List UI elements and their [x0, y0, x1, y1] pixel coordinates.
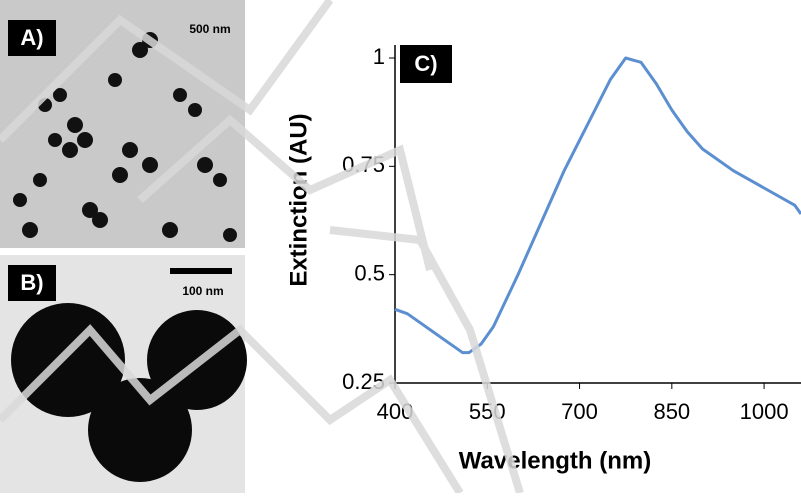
y-tick-label: 0.5: [354, 260, 385, 285]
chart: C) Wavelength (nm) Extinction (AU) 0.250…: [285, 44, 801, 474]
x-tick-label: 700: [561, 399, 598, 424]
panel-label: A): [20, 25, 43, 50]
panel-a: A) 500 nm: [0, 0, 245, 248]
x-tick-label: 850: [653, 399, 690, 424]
panel-label-box: [400, 45, 452, 83]
scale-label: 100 nm: [182, 284, 223, 298]
y-axis-title: Extinction (AU): [285, 113, 312, 286]
scale-bar: [170, 268, 232, 274]
panel-label: C): [414, 51, 437, 76]
spectrum-line: [394, 56, 801, 355]
y-tick-label: 1: [373, 44, 385, 69]
panel-label-box: [8, 20, 56, 56]
x-axis-title: Wavelength (nm): [459, 447, 651, 474]
particles: [13, 32, 237, 242]
panel-label-box: [8, 265, 56, 301]
x-tick-label: 1000: [740, 399, 789, 424]
panel-label: B): [20, 270, 43, 295]
watermark: [0, 0, 524, 496]
scale-label: 500 nm: [189, 22, 230, 36]
